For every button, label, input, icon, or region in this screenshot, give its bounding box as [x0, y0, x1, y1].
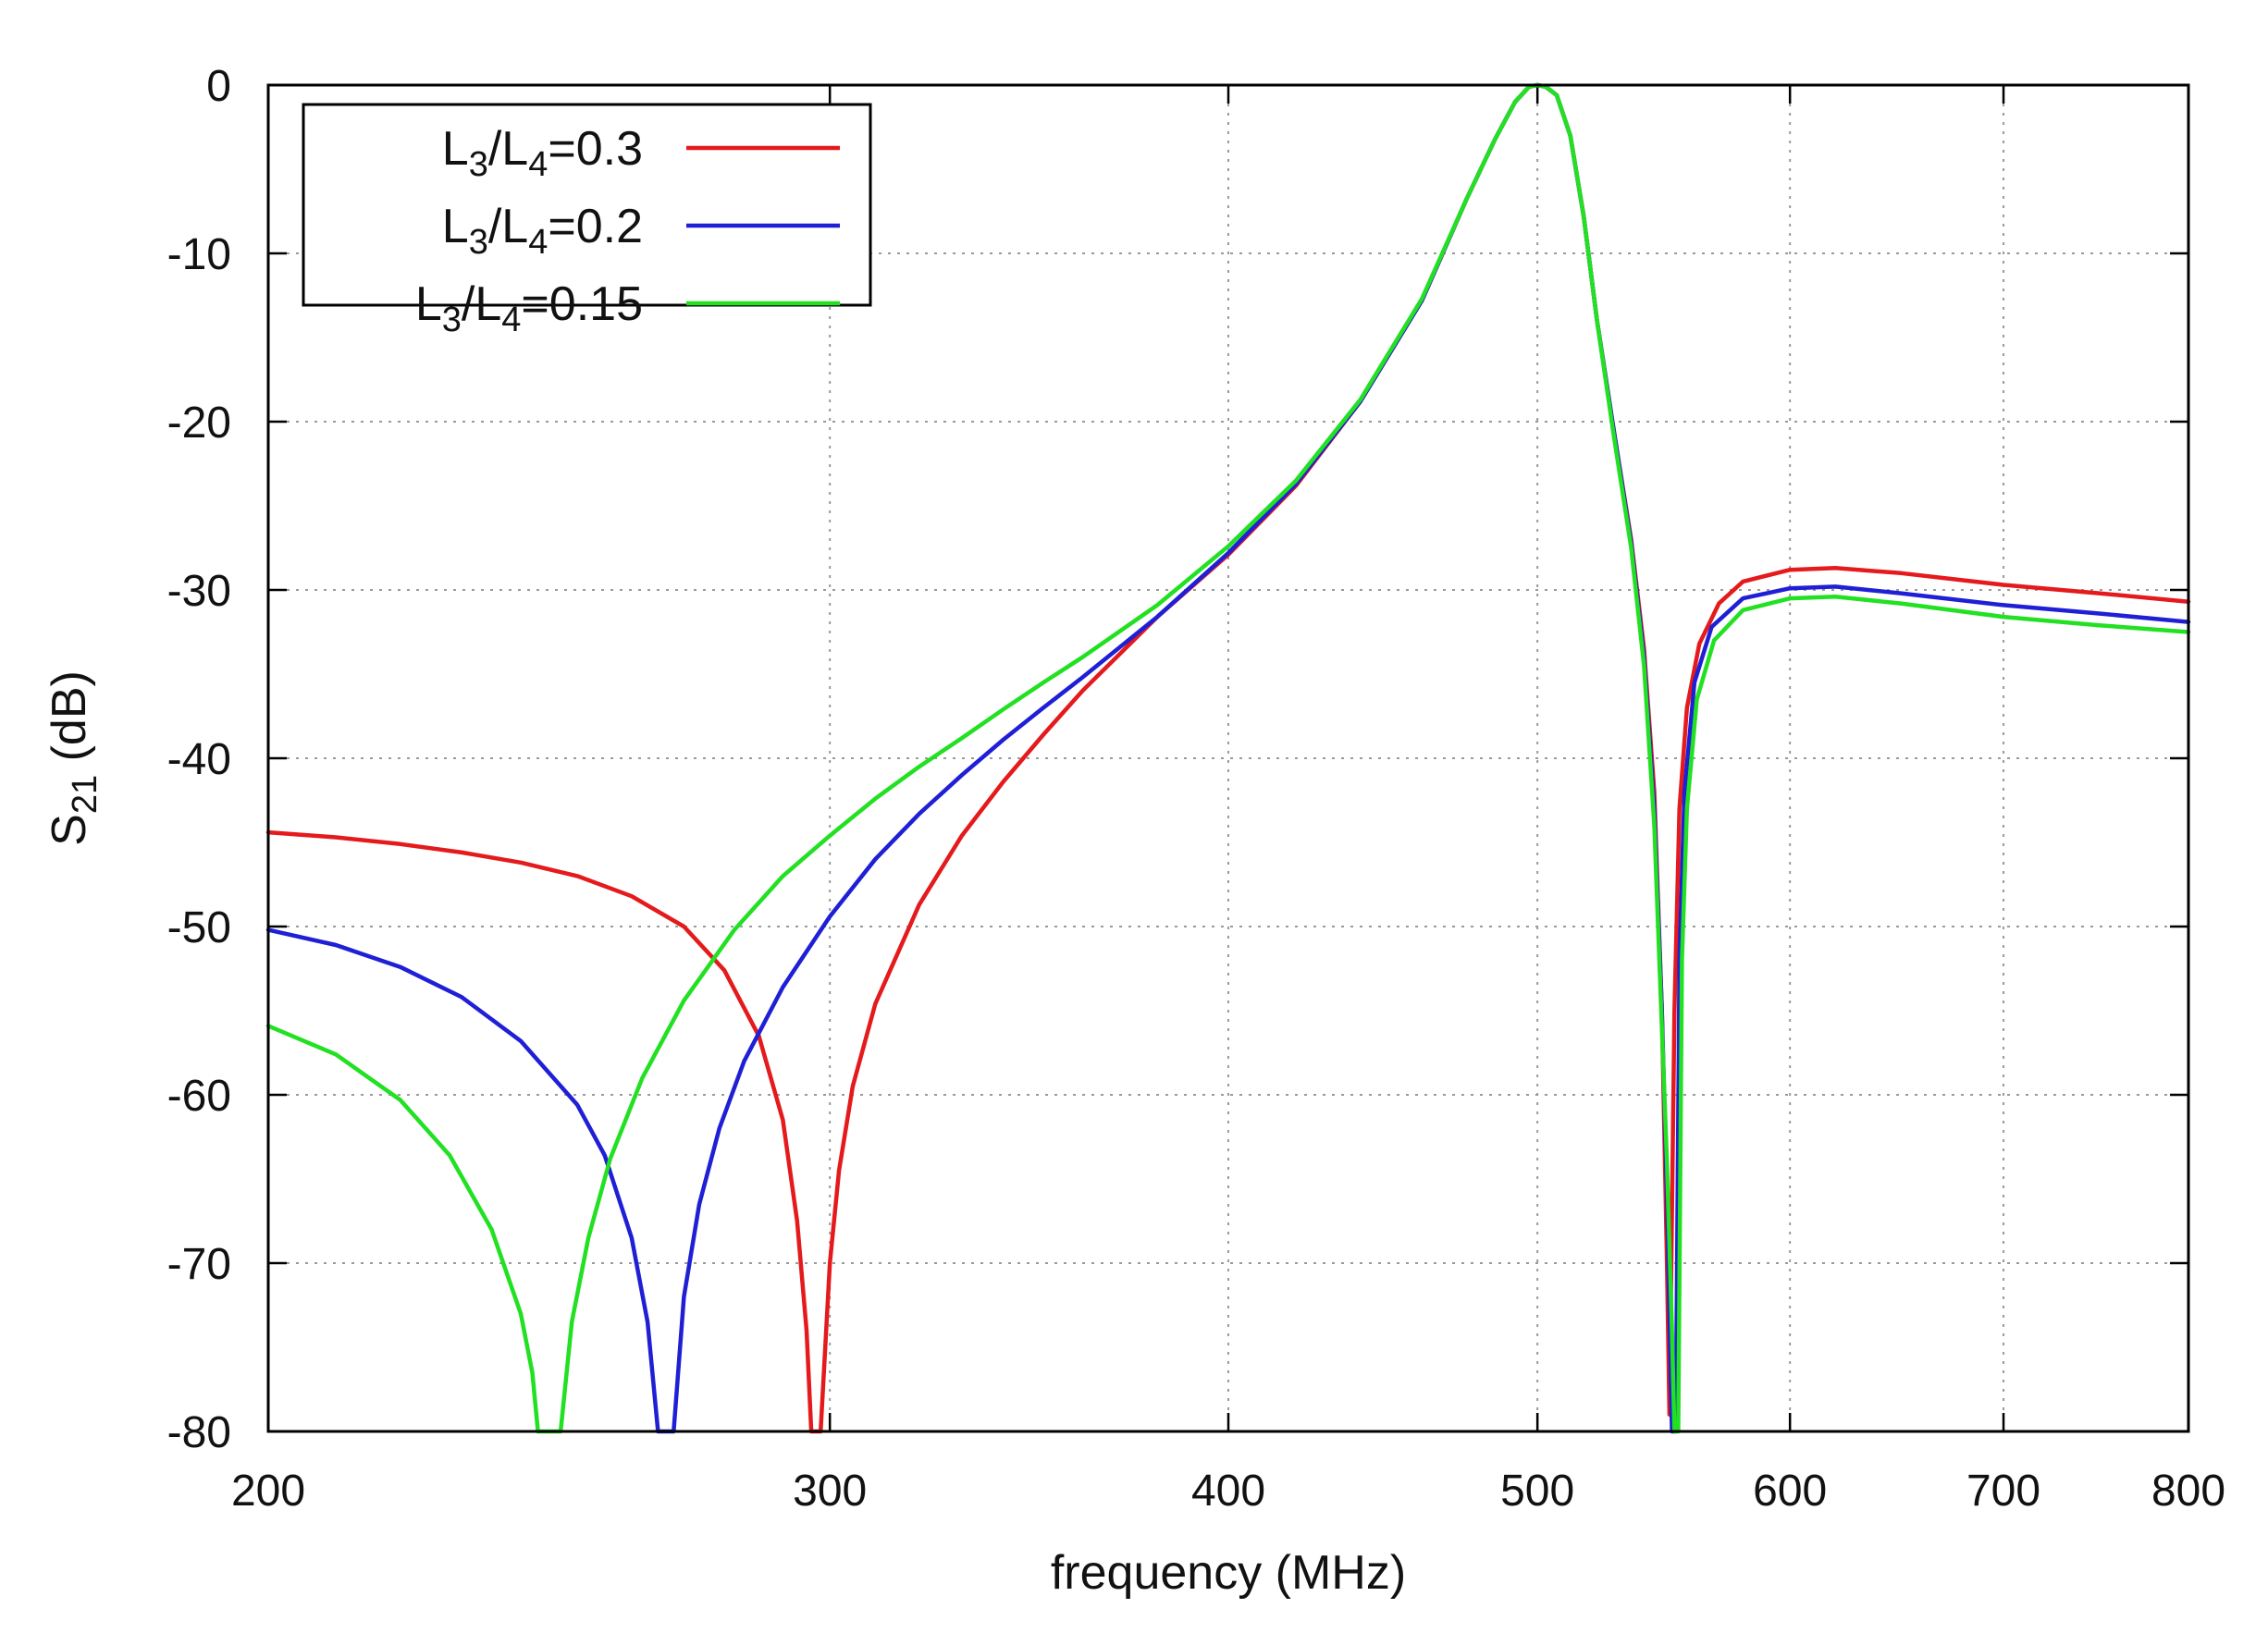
legend-entry-1: L3/L4=0.3 [442, 122, 840, 184]
legend-subscript: 4 [501, 301, 521, 339]
legend-subscript: 3 [469, 145, 488, 184]
y-tick-label: 0 [206, 62, 231, 111]
y-tick-label: -80 [167, 1408, 231, 1457]
y-axis-title-unit: (dB) [43, 670, 96, 775]
legend-text-part: /L [462, 277, 501, 331]
x-tick-label: 200 [231, 1467, 305, 1516]
y-axis-title-main: S [43, 814, 96, 846]
legend-entries: L3/L4=0.3L3/L4=0.2L3/L4=0.15 [415, 122, 840, 339]
tick-labels: 200 300 400 500 600 700 800 0 -10 -20 -30 -40 -50 -60… [167, 62, 2225, 1516]
y-tick-label: -10 [167, 230, 231, 279]
x-tick-label: 600 [1753, 1467, 1827, 1516]
y-tick-label: -30 [167, 567, 231, 616]
y-tick-label: -50 [167, 903, 231, 952]
legend-text-part: =0.2 [548, 200, 643, 253]
legend-text-part: =0.15 [521, 277, 643, 331]
y-tick-label: -60 [167, 1072, 231, 1121]
y-axis-title: S21 (dB) [43, 670, 105, 846]
legend-label: L3/L4=0.3 [442, 122, 643, 184]
legend-box [302, 103, 872, 307]
x-tick-label: 700 [1966, 1467, 2040, 1516]
legend-text-part: /L [488, 200, 528, 253]
legend-label: L3/L4=0.15 [415, 277, 643, 339]
legend-entry-3: L3/L4=0.15 [415, 277, 840, 339]
x-tick-label: 300 [793, 1467, 867, 1516]
legend-subscript: 4 [528, 145, 548, 184]
legend-subscript: 3 [469, 223, 488, 262]
plot-frame [266, 83, 2190, 1433]
legend-text-part: L [442, 200, 469, 253]
legend-text-part: =0.3 [548, 122, 643, 176]
legend-text-part: L [442, 122, 469, 176]
legend-label: L3/L4=0.2 [442, 200, 643, 262]
legend-subscript: 4 [528, 223, 548, 262]
legend-entry-2: L3/L4=0.2 [442, 200, 840, 262]
legend: L3/L4=0.3L3/L4=0.2L3/L4=0.15 [302, 103, 872, 339]
y-tick-label: -40 [167, 735, 231, 784]
legend-text-part: /L [488, 122, 528, 176]
x-tick-label: 500 [1500, 1467, 1574, 1516]
y-tick-label: -20 [167, 399, 231, 448]
x-axis-title: frequency (MHz) [1051, 1546, 1406, 1600]
legend-text-part: L [415, 277, 442, 331]
series-line-3 [265, 82, 2191, 1434]
y-tick-label: -70 [167, 1240, 231, 1289]
y-axis-title-sub: 21 [66, 775, 105, 814]
x-tick-label: 400 [1191, 1467, 1265, 1516]
x-tick-label: 800 [2151, 1467, 2225, 1516]
legend-subscript: 3 [442, 301, 462, 339]
